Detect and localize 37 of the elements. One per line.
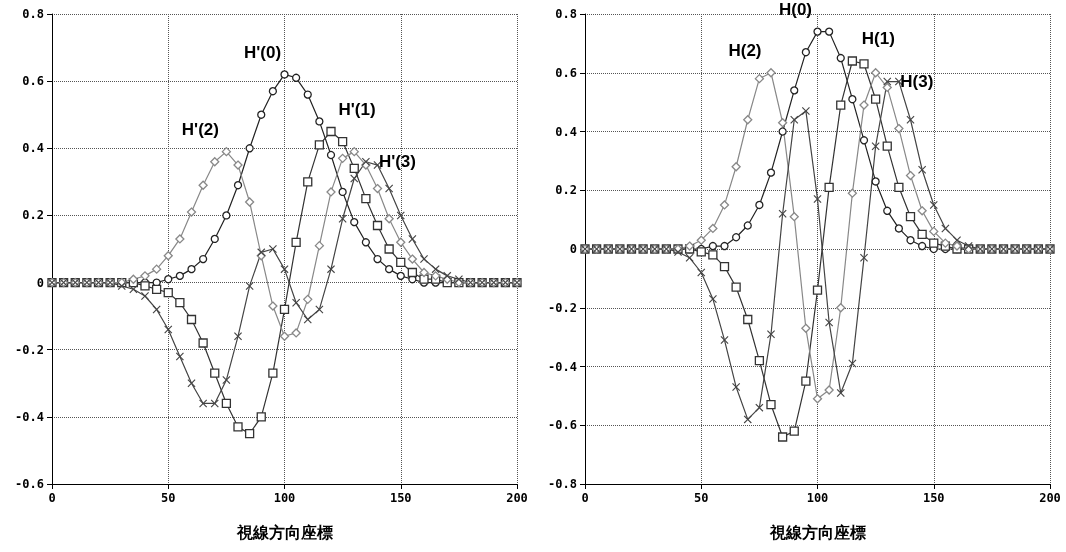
x-tick-label: 150 (389, 491, 412, 505)
series-label: H(3) (900, 72, 934, 92)
x-tick-label: 200 (506, 491, 528, 505)
series-label: H'(2) (181, 119, 219, 139)
y-tick-label: 0.8 (22, 7, 44, 21)
y-tick-label: 0.4 (555, 124, 577, 139)
y-tick-label: -0.6 (15, 477, 44, 491)
y-tick-label: 0.2 (555, 183, 577, 198)
y-tick-label: 0.6 (22, 74, 44, 89)
y-tick-label: 0.8 (555, 7, 577, 21)
series-label: H'(3) (378, 152, 416, 172)
x-tick-label: 100 (806, 491, 829, 505)
y-tick-label: -0.2 (548, 300, 577, 315)
x-tick-label: 50 (694, 491, 709, 505)
y-tick-label: 0.6 (555, 65, 577, 80)
y-tick-label: 0 (36, 275, 44, 290)
y-tick-label: 0.2 (22, 208, 44, 223)
series-label: H(0) (778, 0, 813, 20)
y-tick-label: -0.4 (548, 359, 577, 374)
x-tick-label: 100 (273, 491, 296, 505)
x-axis-title: 視線方向座標 (768, 522, 866, 542)
x-tick-label: 150 (922, 491, 945, 505)
y-tick-label: -0.6 (548, 418, 577, 433)
x-tick-label: 50 (161, 491, 176, 505)
series-label: H(2) (728, 41, 762, 61)
y-tick-label: 0.4 (22, 141, 44, 156)
y-tick-label: -0.2 (15, 342, 44, 357)
series-label: H'(1) (338, 99, 376, 119)
x-tick-label: 200 (1039, 491, 1061, 505)
y-tick-label: -0.4 (15, 409, 44, 424)
x-tick-label: 0 (581, 491, 589, 505)
series-label: H(1) (861, 29, 895, 49)
series-label: H'(0) (243, 43, 282, 63)
y-tick-label: 0 (569, 242, 577, 256)
x-tick-label: 0 (48, 491, 56, 505)
x-axis-title: 視線方向座標 (235, 522, 333, 542)
y-tick-label: -0.8 (548, 477, 577, 491)
